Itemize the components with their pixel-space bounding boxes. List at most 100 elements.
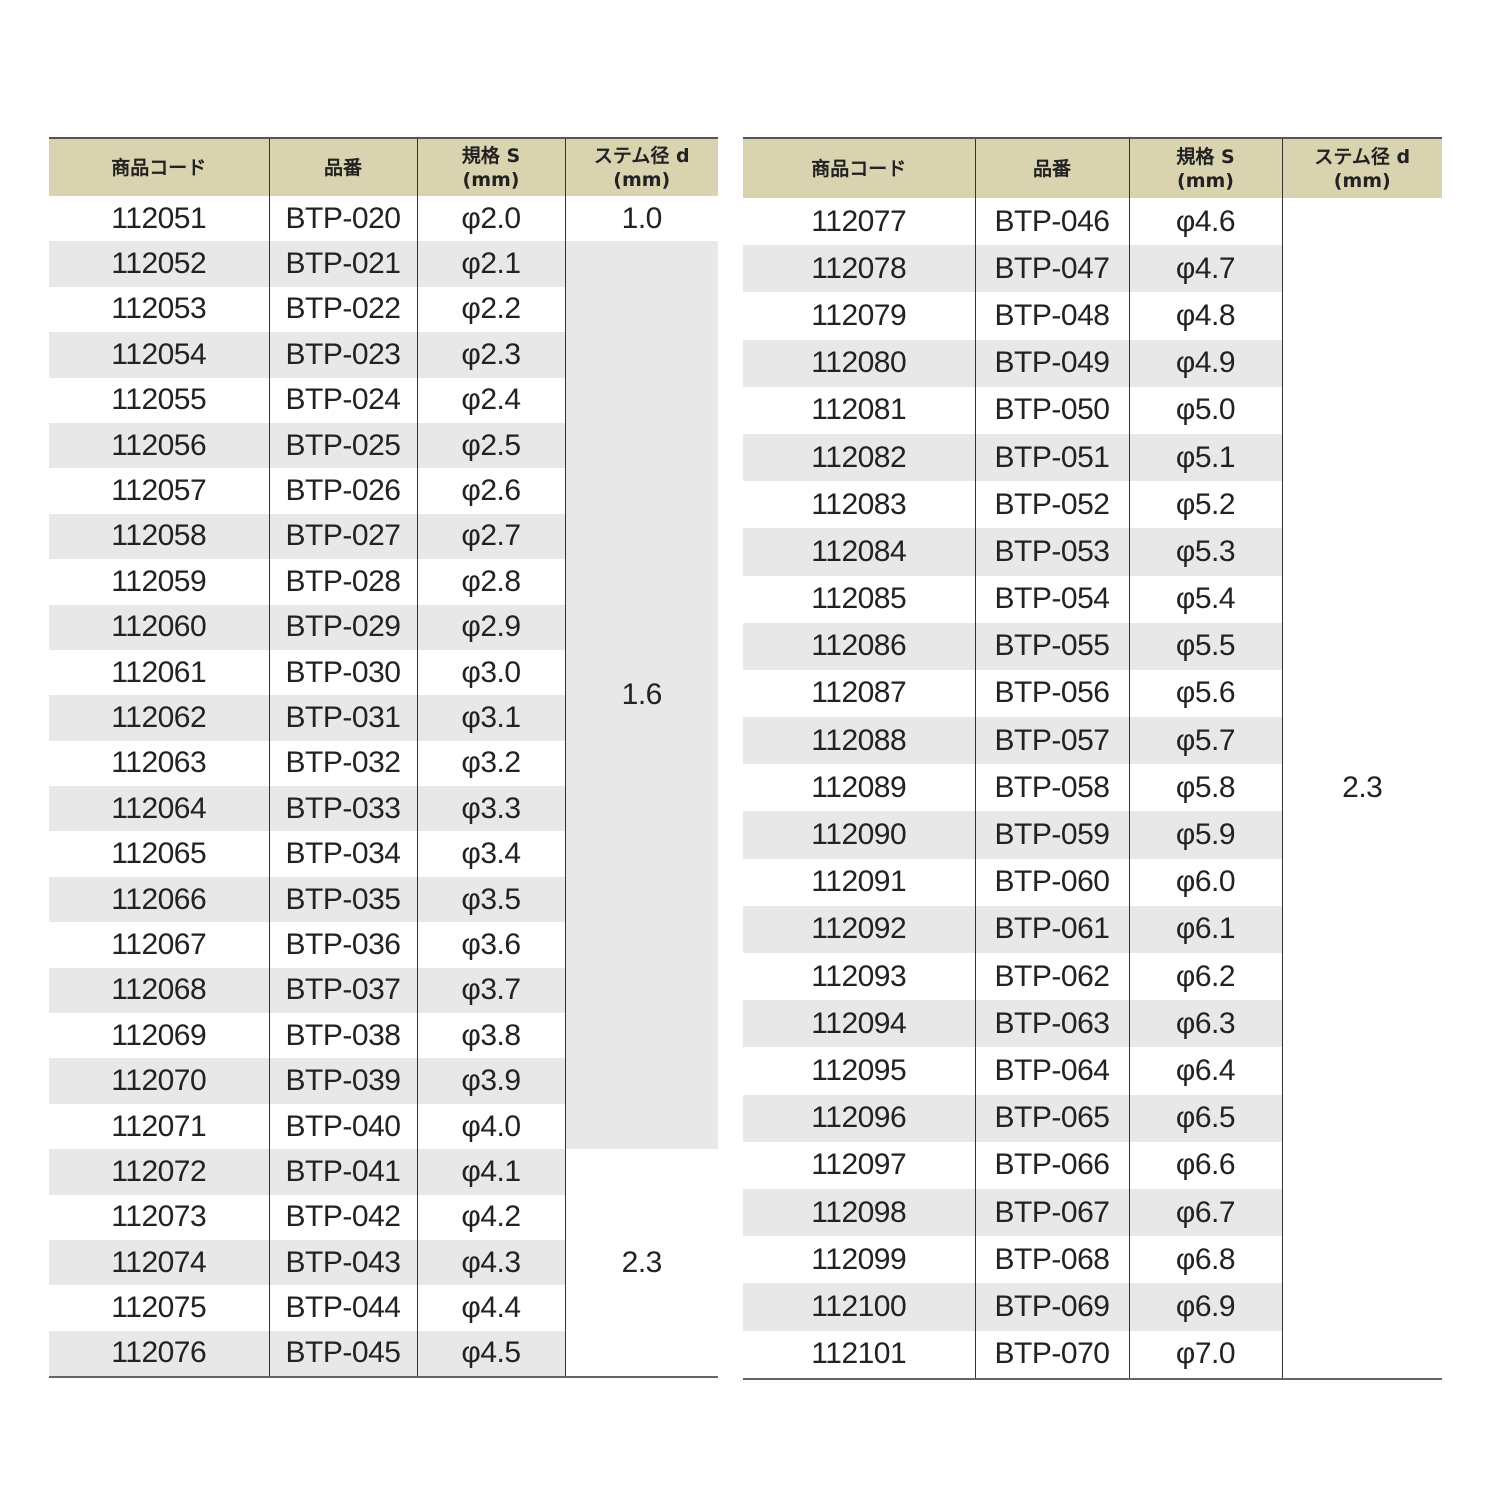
part-number-cell: BTP-031	[268, 695, 417, 741]
part-number-cell: BTP-043	[268, 1239, 417, 1286]
table-row: 112079 BTP-048 φ4.8	[743, 292, 1442, 340]
table-row: 112083 BTP-052 φ5.2	[743, 481, 1442, 529]
table-row: 112056 BTP-025 φ2.5	[49, 422, 718, 469]
header-size-s: 規格 S (mm)	[1128, 137, 1282, 198]
size-cell: φ2.5	[416, 422, 565, 469]
product-code-cell: 112088	[743, 717, 975, 765]
product-code-cell: 112056	[49, 422, 269, 469]
product-code-cell: 112077	[811, 204, 907, 238]
size-cell: φ5.4	[1128, 575, 1282, 623]
product-code-cell: 112055	[111, 383, 207, 417]
product-code-cell: 112094	[743, 1000, 975, 1048]
header-stem-diameter-d: ステム径 d (mm)	[564, 137, 718, 196]
part-number-cell: BTP-055	[974, 622, 1129, 670]
part-number-cell: BTP-032	[268, 740, 417, 787]
table-row: 112092 BTP-061 φ6.1	[743, 905, 1442, 953]
part-number-cell: BTP-068	[974, 1236, 1129, 1284]
part-number-cell: BTP-067	[974, 1188, 1129, 1237]
size-cell: φ4.6	[1128, 198, 1282, 246]
table-row: 112074 BTP-043 φ4.3	[49, 1239, 718, 1286]
product-code-cell: 112099	[811, 1242, 907, 1276]
table-row: 112097 BTP-066 φ6.6	[743, 1141, 1442, 1189]
part-number-cell: BTP-047	[974, 245, 1129, 293]
part-number-cell: BTP-035	[268, 876, 417, 923]
stem-diameter-cell: 2.3	[564, 1149, 718, 1378]
part-number-cell: BTP-030	[268, 649, 417, 696]
size-cell: φ2.9	[416, 604, 565, 650]
part-number-cell: BTP-054	[974, 575, 1129, 623]
header-row: 商品コード 品番 規格 S (mm) ステム径 d (mm)	[743, 137, 1442, 198]
size-cell: φ6.5	[1128, 1094, 1282, 1142]
header-size-s: 規格 S (mm)	[416, 137, 565, 196]
table-row: 112064 BTP-033 φ3.3	[49, 786, 718, 832]
product-code-cell: 112091	[811, 865, 907, 899]
product-code-cell: 112081	[811, 393, 907, 427]
part-number-cell: BTP-021	[268, 241, 417, 287]
product-code-cell: 112074	[49, 1239, 269, 1286]
table-row: 112101 BTP-070 φ7.0	[743, 1330, 1442, 1379]
header-stem-diameter-d: ステム径 d (mm)	[1281, 137, 1442, 198]
table-row: 112084 BTP-053 φ5.3	[743, 528, 1442, 576]
size-cell: φ2.4	[416, 377, 565, 423]
product-code-cell: 112052	[49, 241, 269, 287]
part-number-cell: BTP-066	[974, 1141, 1129, 1189]
product-code-cell: 112098	[743, 1188, 975, 1237]
part-number-cell: BTP-024	[268, 377, 417, 423]
product-code-cell: 112096	[743, 1094, 975, 1142]
part-number-cell: BTP-059	[974, 811, 1129, 859]
size-cell: φ4.5	[416, 1330, 565, 1378]
size-cell: φ3.7	[416, 967, 565, 1014]
product-code-cell: 112080	[743, 339, 975, 387]
part-number-cell: BTP-046	[974, 198, 1129, 246]
product-code-cell: 112069	[111, 1018, 207, 1052]
table-row: 112054 BTP-023 φ2.3	[49, 332, 718, 378]
table-row: 112080 BTP-049 φ4.9	[743, 339, 1442, 387]
size-cell: φ3.9	[416, 1058, 565, 1104]
header-part-number: 品番	[268, 137, 417, 196]
size-cell: φ3.1	[416, 695, 565, 741]
size-cell: φ5.2	[1128, 481, 1282, 529]
size-cell: φ2.6	[416, 468, 565, 514]
table-row: 112066 BTP-035 φ3.5	[49, 876, 718, 923]
product-code-cell: 112058	[49, 513, 269, 560]
part-number-cell: BTP-050	[974, 386, 1129, 434]
table-row: 112093 BTP-062 φ6.2	[743, 953, 1442, 1001]
part-number-cell: BTP-044	[268, 1285, 417, 1331]
part-number-cell: BTP-028	[268, 559, 417, 605]
table-row: 112055 BTP-024 φ2.4	[49, 377, 718, 423]
size-cell: φ2.3	[416, 332, 565, 378]
size-cell: φ6.7	[1128, 1188, 1282, 1237]
size-cell: φ2.2	[416, 286, 565, 333]
header-row: 商品コード 品番 規格 S (mm) ステム径 d (mm)	[49, 137, 718, 196]
table-row: 112052 BTP-021 φ2.1 1.6	[49, 241, 718, 1150]
part-number-cell: BTP-063	[974, 1000, 1129, 1048]
product-code-cell: 112075	[111, 1291, 207, 1325]
part-number-cell: BTP-045	[268, 1330, 417, 1378]
part-number-cell: BTP-065	[974, 1094, 1129, 1142]
size-cell: φ6.0	[1128, 858, 1282, 906]
size-cell: φ2.7	[416, 513, 565, 560]
table-row: 112072 BTP-041 φ4.1 2.3	[49, 1149, 718, 1378]
product-code-cell: 112092	[743, 905, 975, 953]
part-number-cell: BTP-064	[974, 1047, 1129, 1095]
table-row: 112081 BTP-050 φ5.0	[743, 386, 1442, 434]
part-number-cell: BTP-040	[268, 1103, 417, 1150]
size-cell: φ6.2	[1128, 953, 1282, 1001]
table-row: 112069 BTP-038 φ3.8	[49, 1013, 718, 1059]
product-code-cell: 112063	[111, 746, 207, 780]
product-code-cell: 112065	[111, 837, 207, 871]
product-code-cell: 112078	[743, 245, 975, 293]
size-cell: φ4.8	[1128, 292, 1282, 340]
table-row: 112075 BTP-044 φ4.4	[49, 1285, 718, 1331]
product-table-left: 商品コード 品番 規格 S (mm) ステム径 d (mm) 112051 BTP-02…	[49, 137, 718, 1379]
header-product-code: 商品コード	[743, 137, 975, 198]
part-number-cell: BTP-034	[268, 831, 417, 877]
size-cell: φ6.9	[1128, 1283, 1282, 1331]
product-code-cell: 112084	[743, 528, 975, 576]
table-row: 112058 BTP-027 φ2.7	[49, 513, 718, 560]
part-number-cell: BTP-061	[974, 905, 1129, 953]
part-number-cell: BTP-041	[268, 1149, 417, 1195]
product-code-cell: 112079	[811, 298, 907, 332]
product-code-cell: 112062	[49, 695, 269, 741]
product-code-cell: 112057	[111, 474, 207, 508]
